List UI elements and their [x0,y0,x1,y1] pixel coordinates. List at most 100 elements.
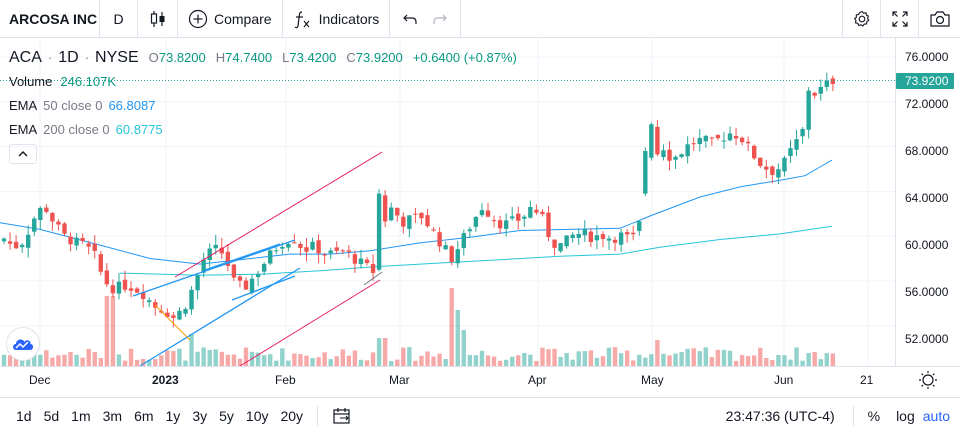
time-label: Mar [389,373,410,387]
range-20y[interactable]: 20y [280,407,304,424]
candle-body [1,238,7,242]
candle-body [522,216,527,219]
screenshot-button[interactable] [918,0,960,38]
volume-bar [195,351,200,366]
log-toggle[interactable]: log [896,408,915,424]
time-axis[interactable]: Dec 2023 Feb Mar Apr May Jun 21 [29,373,874,387]
volume-bar [86,348,91,366]
symbol-search-button[interactable]: ARCOSA INC [0,0,100,38]
volume-bar [364,360,370,366]
volume-bar [177,348,182,366]
candle-body [171,315,176,318]
percent-toggle[interactable]: % [867,408,881,424]
volume-bar [522,352,527,366]
range-6m[interactable]: 6m [134,407,154,424]
legend-collapse-button[interactable] [9,144,37,164]
candle-body [407,215,412,229]
candle-body [606,238,612,241]
volume-bar [255,352,261,366]
settings-button[interactable] [842,0,880,38]
candle-body [98,254,103,272]
range-10y[interactable]: 10y [245,407,269,424]
volume-bar [770,360,775,366]
indicators-button[interactable]: Indicators [283,0,391,38]
volume-bar [437,353,442,366]
time-label: 2023 [152,373,179,387]
candle-body [449,246,454,263]
price-chart[interactable]: 76.0000 72.0000 68.0000 64.0000 60.0000 … [0,38,960,397]
volume-bar [758,347,763,366]
price-label: 52.0000 [905,332,949,346]
range-1y[interactable]: 1y [165,407,181,424]
volume-bar [237,358,243,366]
candle-body [50,212,55,222]
volume-bar [413,360,418,366]
volume-bar [546,349,551,366]
timezone-clock[interactable]: 23:47:36 (UTC-4) [726,406,854,426]
candle-body [44,207,49,212]
range-3y[interactable]: 3y [192,407,208,424]
candle-body [104,270,110,285]
candle-body [231,264,237,278]
candles-icon [150,10,164,27]
candle-body [431,229,436,231]
compare-button[interactable]: Compare [178,0,283,38]
time-label: 21 [860,373,874,387]
volume-bar [600,356,606,366]
ema50-params: 50 close 0 [43,98,103,113]
candle-body [255,273,261,278]
fullscreen-button[interactable] [880,0,918,38]
interval-button[interactable]: D [100,0,138,38]
indicators-label: Indicators [318,10,380,27]
candle-body [122,279,128,290]
volume-bar [485,355,491,366]
volume-bar [479,350,485,366]
chart-legend: ACA · 1D · NYSE O73.8200 H74.7400 L73.42… [9,46,517,164]
price-label: 72.0000 [905,97,949,111]
tradingview-logo-button[interactable] [6,327,40,361]
ema-50-path [0,159,833,265]
volume-bar [38,354,43,366]
candle-body [534,209,539,213]
candle-body [74,237,79,246]
volume-bar [201,347,206,366]
candle-body [425,215,430,227]
drawing-tools[interactable] [132,151,383,367]
range-5d[interactable]: 5d [43,407,60,424]
candle-body [352,254,358,264]
volume-bar [800,360,805,366]
chart-type-button[interactable] [138,0,178,38]
candle-body [649,124,654,158]
ema200-label: EMA [9,122,38,137]
price-axis[interactable]: 76.0000 72.0000 68.0000 64.0000 60.0000 … [905,50,949,346]
channel-line [132,239,296,297]
volume-bar [516,355,521,366]
candle-body [558,243,563,252]
volume-bar [721,349,727,366]
volume-bar [528,354,533,366]
legend-h-label: H [215,50,226,65]
range-1m[interactable]: 1m [71,407,91,424]
candle-body [455,249,460,264]
undo-icon[interactable] [402,11,418,27]
range-5y[interactable]: 5y [219,407,234,424]
range-1d[interactable]: 1d [16,407,32,424]
candle-body [739,137,745,143]
volume-bar [824,353,829,366]
redo-icon[interactable] [432,11,448,27]
candle-body [794,139,799,150]
volume-bar [68,351,73,366]
date-range-icon[interactable] [332,407,352,425]
candle-body [328,250,333,254]
candle-body [643,151,648,194]
candle-body [546,212,551,238]
auto-toggle[interactable]: auto [922,408,950,424]
candle-body [824,80,829,87]
candle-body [286,243,291,248]
candle-body [68,236,73,245]
axis-settings-button[interactable] [919,371,937,389]
range-3m[interactable]: 3m [102,407,123,424]
volume-bar [667,355,672,366]
ema-50-line [0,159,833,265]
volume-bar [425,351,430,366]
